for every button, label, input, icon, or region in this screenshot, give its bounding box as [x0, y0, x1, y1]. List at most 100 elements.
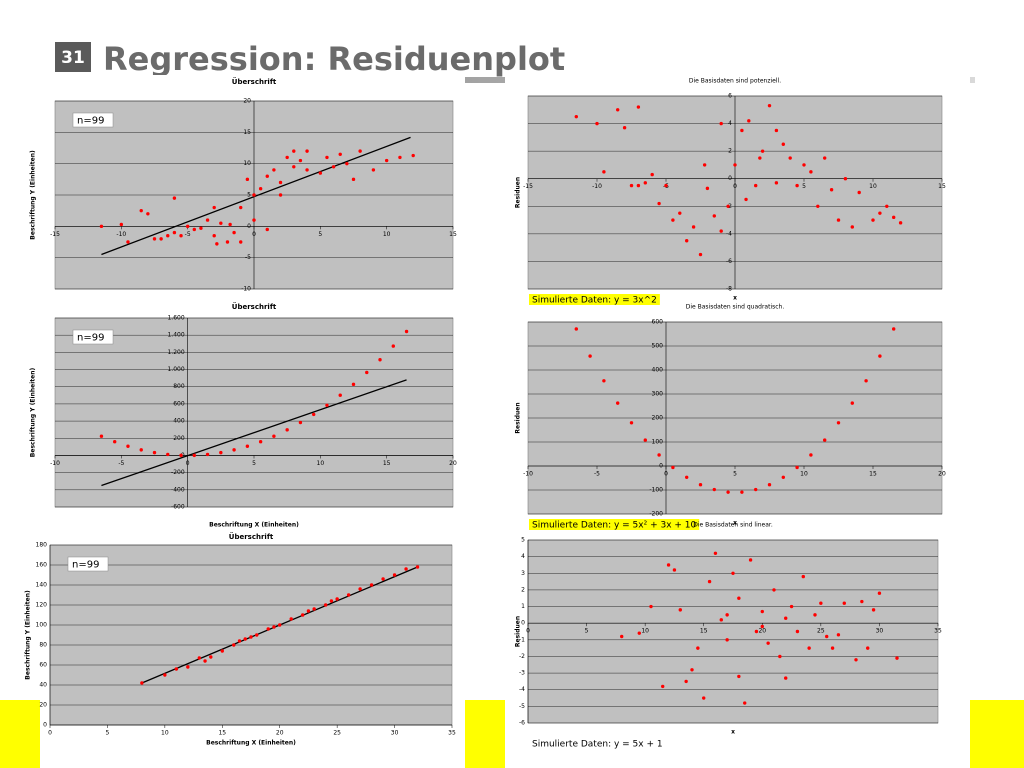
- y-tick-label: 140: [36, 582, 48, 589]
- point: [878, 211, 882, 215]
- point: [220, 649, 224, 653]
- point: [199, 226, 203, 230]
- point: [836, 218, 841, 222]
- chart-title: Die Basisdaten sind linear.: [693, 522, 773, 529]
- y-tick-label: 1.000: [167, 366, 184, 373]
- point: [719, 618, 723, 622]
- point: [664, 183, 668, 188]
- x-tick-label: 10: [317, 460, 325, 467]
- y-tick-label: -100: [649, 487, 663, 494]
- point: [289, 617, 293, 621]
- y-tick-label: 2: [521, 586, 525, 593]
- point: [643, 438, 647, 442]
- annotation-box: [72, 329, 114, 345]
- x-tick-label: 20: [758, 628, 766, 635]
- point: [740, 128, 744, 133]
- y-tick-label: -8: [726, 286, 732, 293]
- point: [212, 205, 216, 210]
- point: [809, 453, 813, 457]
- chart-title: Überschrift: [229, 532, 274, 541]
- point: [778, 654, 782, 659]
- point: [243, 637, 247, 641]
- x-tick-label: -10: [592, 183, 602, 190]
- point: [795, 629, 800, 634]
- point: [789, 604, 794, 609]
- point: [159, 237, 163, 241]
- point: [209, 655, 213, 659]
- slide-number-box: [55, 42, 91, 72]
- point: [649, 604, 653, 609]
- point: [205, 218, 210, 222]
- point: [702, 163, 707, 167]
- point: [602, 170, 606, 174]
- y-tick-label: -3: [519, 670, 525, 677]
- point: [415, 565, 420, 569]
- point: [622, 126, 627, 130]
- point: [166, 234, 170, 238]
- point: [748, 558, 753, 562]
- y-tick-label: 600: [173, 400, 185, 407]
- point: [825, 634, 829, 639]
- point: [249, 635, 253, 639]
- point: [864, 379, 868, 383]
- point: [278, 193, 283, 197]
- point: [225, 240, 230, 244]
- point: [292, 165, 296, 169]
- point: [378, 358, 382, 362]
- point: [754, 629, 759, 634]
- point: [819, 601, 823, 605]
- x-tick-label: 0: [48, 730, 52, 737]
- point: [174, 667, 179, 671]
- y-tick-label: 1.600: [167, 315, 184, 322]
- point: [278, 180, 283, 185]
- y-axis-label: Beschriftung Y (Einheiten): [30, 368, 37, 458]
- point: [871, 218, 875, 222]
- x-axis-label: x: [733, 295, 737, 302]
- point: [172, 196, 177, 200]
- y-tick-label: 1.200: [167, 349, 184, 356]
- point: [629, 421, 634, 425]
- point: [285, 155, 289, 160]
- point: [836, 633, 841, 637]
- y-tick-label: 1: [521, 603, 525, 610]
- point: [781, 142, 785, 146]
- x-tick-label: 5: [318, 231, 322, 238]
- point: [802, 163, 806, 167]
- point: [685, 239, 689, 243]
- y-tick-label: 20: [243, 98, 251, 105]
- point: [898, 221, 903, 225]
- point: [725, 638, 729, 642]
- point: [725, 613, 729, 617]
- y-axis-label: Residuen: [515, 616, 522, 647]
- point: [767, 103, 772, 108]
- point: [212, 234, 216, 238]
- point: [795, 183, 799, 188]
- point: [878, 354, 882, 358]
- y-tick-label: -200: [171, 469, 185, 476]
- x-tick-label: 10: [869, 183, 877, 190]
- y-tick-label: -10: [241, 286, 251, 293]
- point: [239, 205, 243, 210]
- x-tick-label: -5: [118, 460, 124, 467]
- x-tick-label: 20: [276, 730, 284, 737]
- trendline: [101, 379, 407, 487]
- y-tick-label: 300: [652, 391, 664, 398]
- x-tick-label: 5: [252, 460, 256, 467]
- point: [232, 230, 236, 235]
- x-tick-label: 25: [333, 730, 341, 737]
- point: [411, 153, 415, 158]
- point: [166, 452, 170, 457]
- x-tick-label: -5: [185, 231, 191, 238]
- point: [245, 177, 250, 182]
- note: Simulierte Daten: y = 5x² + 3x + 10: [532, 521, 697, 531]
- y-tick-label: -6: [726, 258, 732, 265]
- point: [371, 168, 376, 172]
- point: [801, 574, 805, 579]
- point: [205, 452, 210, 457]
- point: [272, 434, 276, 438]
- point: [781, 475, 785, 479]
- point: [179, 234, 183, 238]
- y-axis-label: Beschriftung Y (Einheiten): [25, 590, 32, 680]
- point: [139, 448, 143, 452]
- point: [574, 114, 578, 119]
